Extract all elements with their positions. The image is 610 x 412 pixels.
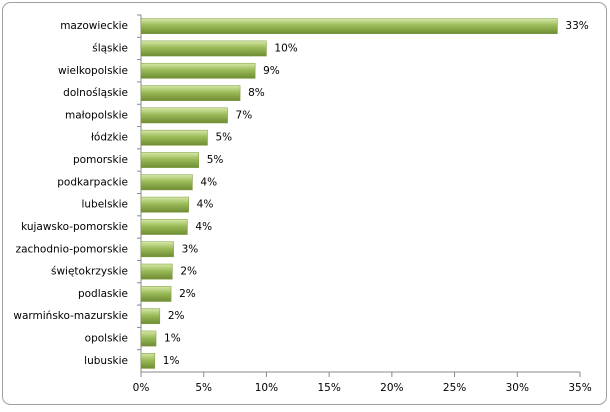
value-label: 8% xyxy=(248,87,265,99)
bar xyxy=(140,152,199,168)
y-tick-label: dolnośląskie xyxy=(63,87,128,99)
value-label: 5% xyxy=(207,154,224,166)
x-tick-label: 15% xyxy=(317,382,340,394)
y-tick-label: podkarpackie xyxy=(57,176,128,188)
bar xyxy=(140,18,558,34)
bar xyxy=(140,174,193,191)
value-label: 2% xyxy=(180,266,197,278)
bar xyxy=(140,241,174,258)
value-label: 2% xyxy=(168,310,185,322)
bar xyxy=(140,330,157,347)
value-label: 3% xyxy=(182,243,199,255)
x-tick-label: 30% xyxy=(506,382,529,394)
value-label: 1% xyxy=(163,355,180,367)
value-label: 2% xyxy=(179,288,196,300)
y-tick-label: świętokrzyskie xyxy=(51,266,128,278)
value-label: 4% xyxy=(197,199,214,211)
x-tick-label: 0% xyxy=(133,382,150,394)
y-tick-label: zachodnio-pomorskie xyxy=(16,243,128,255)
y-tick-label: lubuskie xyxy=(84,355,128,367)
x-tick-label: 20% xyxy=(380,382,403,394)
value-label: 10% xyxy=(274,42,297,54)
y-tick-label: łódzkie xyxy=(91,132,128,144)
y-tick-label: kujawsko-pomorskie xyxy=(21,221,128,233)
y-tick-label: podlaskie xyxy=(78,288,128,300)
x-tick-label: 5% xyxy=(195,382,212,394)
value-label: 1% xyxy=(164,333,181,345)
value-label: 5% xyxy=(215,132,232,144)
y-tick-label: pomorskie xyxy=(73,154,128,166)
bar xyxy=(140,85,241,101)
chart-frame xyxy=(2,2,607,405)
value-label: 9% xyxy=(263,65,280,77)
y-tick-label: małopolskie xyxy=(65,109,128,121)
bar xyxy=(140,219,188,235)
y-tick-label: mazowieckie xyxy=(60,20,128,32)
bar xyxy=(140,196,189,213)
value-label: 33% xyxy=(565,20,588,32)
bar xyxy=(140,286,172,302)
x-tick-label: 35% xyxy=(568,382,591,394)
y-tick-label: opolskie xyxy=(85,333,128,345)
value-label: 7% xyxy=(236,109,253,121)
bar xyxy=(140,308,161,325)
value-label: 4% xyxy=(200,176,217,188)
bar xyxy=(140,107,228,124)
bar xyxy=(140,40,267,57)
y-tick-label: warmińsko-mazurskie xyxy=(13,310,128,322)
y-tick-label: wielkopolskie xyxy=(58,65,128,77)
x-tick-label: 10% xyxy=(255,382,278,394)
bar xyxy=(140,263,173,280)
value-label: 4% xyxy=(195,221,212,233)
y-tick-label: lubelskie xyxy=(81,199,128,211)
bar xyxy=(140,353,156,369)
x-tick-label: 25% xyxy=(443,382,466,394)
bar xyxy=(140,129,208,146)
y-tick-label: śląskie xyxy=(92,42,128,54)
bar xyxy=(140,62,256,79)
